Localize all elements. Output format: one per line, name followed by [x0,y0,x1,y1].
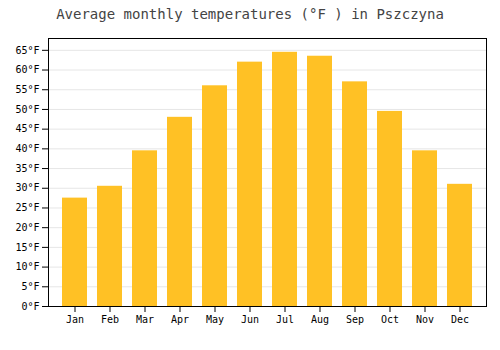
svg-text:Mar: Mar [136,314,154,325]
svg-text:5°F: 5°F [21,281,39,292]
svg-text:Jan: Jan [66,314,84,325]
svg-text:25°F: 25°F [15,202,39,213]
svg-text:Nov: Nov [416,314,434,325]
svg-text:65°F: 65°F [15,45,39,56]
svg-text:Sep: Sep [346,314,364,325]
svg-text:45°F: 45°F [15,123,39,134]
svg-text:Feb: Feb [101,314,119,325]
svg-text:35°F: 35°F [15,163,39,174]
svg-text:10°F: 10°F [15,261,39,272]
svg-text:60°F: 60°F [15,64,39,75]
svg-text:20°F: 20°F [15,222,39,233]
html-text:Average monthly temperatures (: Average monthly temperatures (°F ) in Ps… [56,6,444,22]
svg-text:40°F: 40°F [15,143,39,154]
svg-text:50°F: 50°F [15,104,39,115]
svg-text:55°F: 55°F [15,84,39,95]
svg-text:30°F: 30°F [15,182,39,193]
svg-text:Jun: Jun [241,314,259,325]
svg-text:0°F: 0°F [21,301,39,312]
svg-text:May: May [206,314,224,325]
svg-text:Dec: Dec [451,314,469,325]
svg-text:15°F: 15°F [15,242,39,253]
svg-text:Apr: Apr [171,314,189,325]
svg-text:Aug: Aug [311,314,329,325]
svg-text:Oct: Oct [381,314,399,325]
svg-text:Jul: Jul [276,314,294,325]
